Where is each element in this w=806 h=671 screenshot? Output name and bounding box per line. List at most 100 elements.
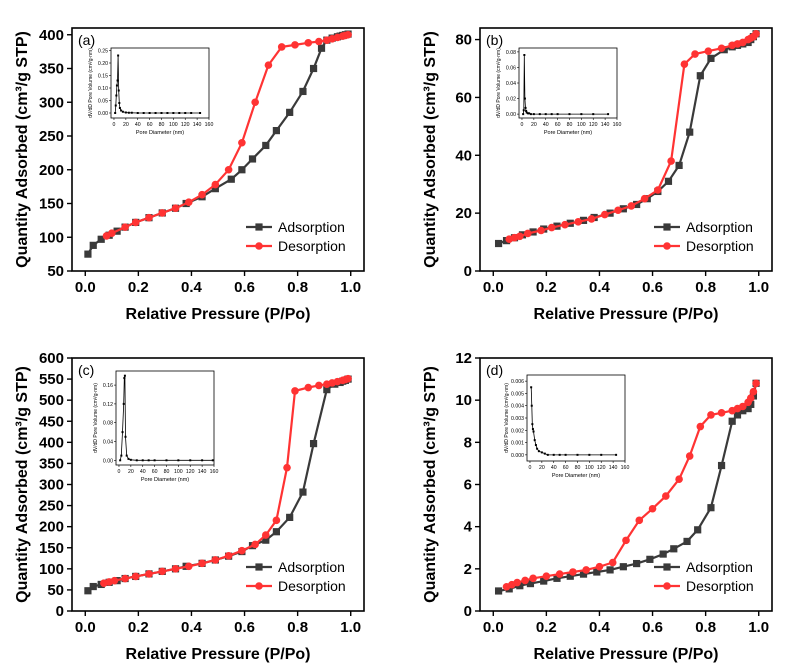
inset-y-tick-label: 0.20 [98,61,108,67]
legend-label-adsorption: Adsorption [686,219,753,235]
data-point-desorption [251,98,259,107]
data-point-desorption [600,210,609,219]
data-point-desorption [654,186,662,194]
inset-chart-2: 0 20 40 60 80 100 120 140 160 0.00 0.04 0.08 0.12 0.1… [93,370,218,483]
data-point-desorption [264,61,273,69]
x-tick-label: 0.4 [589,619,611,636]
x-tick-label: 0.6 [234,279,255,296]
inset-data-point [558,453,561,456]
inset-data-point [114,104,117,107]
plot-frame [71,27,365,272]
data-point-adsorption [84,587,92,595]
y-tick-label: 0 [464,603,472,620]
inset-data-point [160,112,163,114]
inset-data-point [525,110,528,112]
data-point-desorption [635,516,644,525]
inset-x-tick-label: 140 [198,469,207,475]
data-point-adsorption [84,250,92,258]
y-tick-label: 10 [455,392,472,409]
data-point-desorption [717,44,726,53]
inset-x-tick-label: 40 [140,469,146,475]
data-point-adsorption [694,526,702,534]
data-point-desorption [675,475,683,484]
data-point-adsorption [733,411,742,419]
legend-marker-adsorption [255,223,263,231]
data-point-adsorption [286,513,294,521]
inset-x-tick-label: 140 [193,122,202,128]
data-point-adsorption [299,87,307,96]
inset-data-point [522,113,525,116]
y-tick-label: 250 [39,128,64,145]
inset-y-tick-label: 0.06 [506,65,516,71]
data-point-adsorption [89,582,97,591]
data-point-desorption [238,546,246,555]
inset-data-point [121,110,124,113]
data-point-adsorption [728,417,736,425]
y-tick-label: 300 [39,94,64,111]
inset-x-tick-label: 120 [186,469,195,475]
x-tick-label: 0.6 [642,279,663,296]
chart-panel-3: 0.0 0.2 0.4 0.6 0.8 1.0 0 2 4 6 8 10 12 Relative Pres… [422,350,773,663]
y-tick-label: 350 [39,455,64,472]
inset-x-tick-label: 0 [118,469,121,475]
data-point-desorption [171,565,180,573]
inset-data-point [122,402,125,405]
data-point-adsorption [494,239,503,248]
y-tick-label: 50 [47,582,64,599]
inset-y-tick-label: 0.006 [511,379,524,385]
inset-data-point [127,111,130,114]
data-point-desorption [696,422,705,431]
data-point-desorption [283,463,291,472]
inset-data-point [544,113,547,116]
data-point-adsorption [323,386,331,394]
data-point-desorption [691,50,699,58]
inset-data-point [147,459,150,462]
inset-data-point [534,444,537,447]
legend-marker-desorption [663,242,671,250]
inset-x-tick-label: 40 [551,465,557,471]
x-axis-label: Relative Pressure (P/Po) [534,306,719,323]
data-point-desorption [513,578,521,587]
inset-x-tick-label: 0 [529,465,532,471]
x-tick-label: 1.0 [748,619,769,636]
data-point-adsorption [227,175,235,183]
y-tick-label: 100 [39,229,64,246]
data-point-desorption [752,379,760,388]
data-point-adsorption [633,559,641,568]
inset-data-point [615,453,618,456]
data-point-desorption [595,562,604,571]
data-point-adsorption [579,570,588,578]
data-point-adsorption [211,185,219,193]
inset-data-point [189,459,192,462]
data-point-desorption [171,204,180,213]
data-point-desorption [224,165,233,174]
inset-x-axis-label: Pore Diameter (nm) [544,130,592,136]
y-tick-label: 12 [455,350,472,367]
x-tick-label: 0.8 [287,279,308,296]
inset-x-tick-label: 60 [555,122,561,128]
y-tick-label: 600 [39,350,64,367]
x-tick-label: 0.6 [234,619,255,636]
chart-panel-2: 0.0 0.2 0.4 0.6 0.8 1.00501001502002503003504… [14,350,365,663]
inset-x-tick-label: 80 [164,469,170,475]
data-point-adsorption [553,574,561,582]
inset-x-tick-label: 20 [128,469,134,475]
inset-y-tick-label: 0.003 [511,416,524,422]
inset-data-point [525,111,528,114]
data-point-desorption [211,556,220,564]
y-tick-label: 40 [455,147,472,164]
inset-frame [526,374,626,462]
inset-data-point [172,112,175,114]
y-tick-label: 300 [39,477,64,494]
inset-y-tick-label: 0.16 [103,383,113,389]
inset-x-axis-label: Pore Diameter (nm) [136,130,184,136]
data-point-adsorption [248,155,257,163]
inset-y-tick-label: 0.08 [506,50,516,56]
x-axis-label: Relative Pressure (P/Po) [126,306,311,323]
inset-data-point [114,112,117,114]
inset-data-point [568,113,571,116]
inset-data-point [531,423,534,426]
data-point-desorption [667,157,675,165]
data-point-desorption [746,394,755,402]
data-point-desorption [648,504,657,513]
